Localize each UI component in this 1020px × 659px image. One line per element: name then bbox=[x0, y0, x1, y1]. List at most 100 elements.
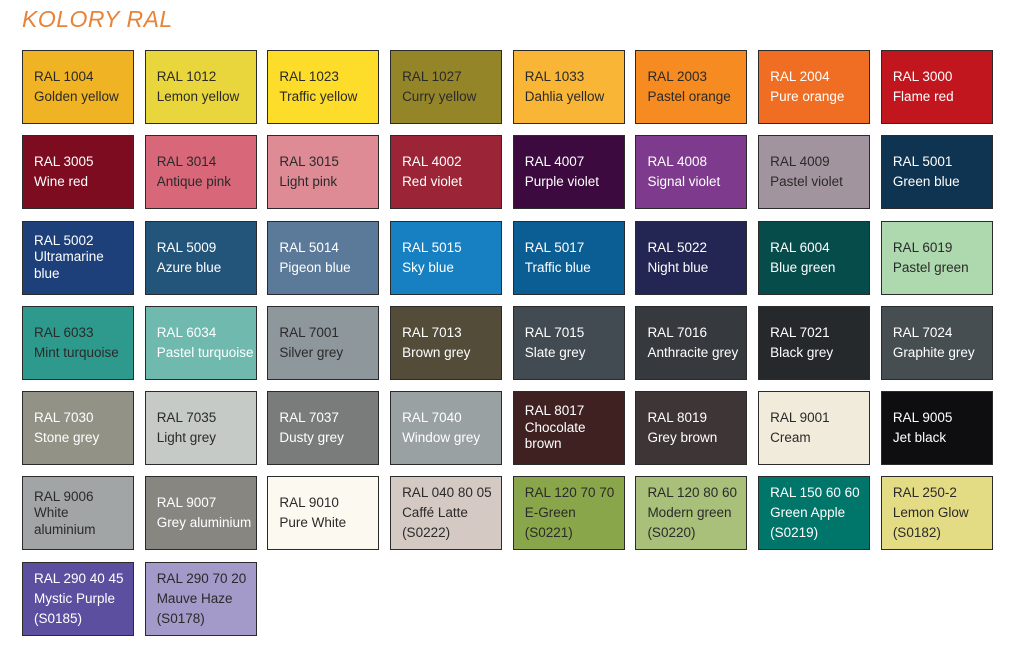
color-swatch: RAL 5015 Sky blue bbox=[390, 220, 503, 295]
swatch-code: RAL 5022 bbox=[647, 239, 707, 255]
color-swatch: RAL 3000 Flame red bbox=[880, 50, 993, 124]
color-swatch: RAL 1033 Dahlia yellow bbox=[512, 50, 625, 124]
swatch-name: Mystic Purple bbox=[34, 590, 116, 606]
swatch-code: RAL 5017 bbox=[524, 239, 585, 255]
swatch-name: Silver grey bbox=[279, 344, 344, 360]
swatch-code: RAL 5015 bbox=[402, 239, 462, 255]
swatch-code: RAL 250-2 bbox=[892, 485, 957, 501]
color-swatch: RAL 290 70 20 Mauve Haze (S0178) bbox=[144, 561, 257, 636]
swatch-ref: (S0182) bbox=[892, 525, 941, 541]
color-swatch: RAL 5009 Azure blue bbox=[144, 220, 257, 295]
swatch-name: Caffé Latte bbox=[402, 505, 468, 521]
swatch-code: RAL 7030 bbox=[34, 410, 94, 426]
swatch-name: Pastel green bbox=[892, 259, 969, 275]
swatch-name: Purple violet bbox=[524, 174, 600, 190]
color-swatch: RAL 6034 Pastel turquoise bbox=[144, 305, 257, 380]
swatch-name: Mint turquoise bbox=[34, 344, 119, 360]
swatch-code: RAL 040 80 05 bbox=[402, 485, 492, 501]
swatch-code: RAL 7001 bbox=[279, 324, 339, 340]
swatch-code: RAL 1033 bbox=[524, 69, 585, 84]
color-swatch: RAL 2004 Pure orange bbox=[758, 50, 871, 124]
swatch-name: Pure orange bbox=[770, 89, 845, 104]
swatch-code: RAL 1027 bbox=[402, 69, 462, 84]
swatch-code: RAL 1023 bbox=[279, 69, 339, 84]
swatch-code: RAL 1004 bbox=[34, 69, 94, 84]
swatch-code: RAL 3005 bbox=[34, 154, 94, 170]
swatch-code: RAL 150 60 60 bbox=[770, 485, 860, 501]
swatch-name: Stone grey bbox=[34, 430, 100, 446]
swatch-name: Pigeon blue bbox=[279, 259, 351, 275]
swatch-name: Window grey bbox=[402, 430, 481, 446]
color-swatch: RAL 4009 Pastel violet bbox=[758, 135, 871, 210]
swatch-name: Green Apple bbox=[770, 505, 846, 521]
swatch-code: RAL 4007 bbox=[524, 154, 585, 170]
color-swatch: RAL 7030 Stone grey bbox=[22, 391, 134, 466]
color-swatch: RAL 5001 Green blue bbox=[880, 135, 993, 210]
swatch-code: RAL 7015 bbox=[524, 324, 585, 340]
swatch-name: Brown grey bbox=[402, 344, 471, 360]
swatch-name: Azure blue bbox=[156, 259, 222, 275]
swatch-name: E-Green bbox=[524, 505, 576, 521]
swatch-code: RAL 2003 bbox=[647, 69, 707, 84]
color-swatch: RAL 150 60 60 Green Apple (S0219) bbox=[758, 476, 871, 551]
swatch-ref: (S0219) bbox=[770, 525, 819, 541]
swatch-code: RAL 8017 bbox=[524, 403, 585, 419]
color-swatch: RAL 7016 Anthracite grey bbox=[635, 305, 748, 380]
color-swatch: RAL 6004 Blue green bbox=[758, 220, 871, 295]
color-swatch: RAL 4007 Purple violet bbox=[512, 135, 625, 210]
color-swatch: RAL 7024 Graphite grey bbox=[880, 305, 993, 380]
color-swatch: RAL 9001 Cream bbox=[758, 391, 871, 466]
swatch-code: RAL 9006 bbox=[34, 488, 94, 504]
color-swatch: RAL 4008 Signal violet bbox=[635, 135, 748, 210]
color-swatch: RAL 6033 Mint turquoise bbox=[22, 305, 134, 380]
swatch-code: RAL 8019 bbox=[647, 410, 707, 426]
swatch-ref: (S0185) bbox=[34, 610, 83, 626]
color-swatch: RAL 5022 Night blue bbox=[635, 220, 748, 295]
swatch-code: RAL 5009 bbox=[156, 239, 217, 255]
swatch-name: Slate grey bbox=[524, 344, 586, 360]
swatch-ref: (S0178) bbox=[156, 610, 205, 626]
swatch-name: Signal violet bbox=[647, 174, 721, 190]
color-swatch: RAL 9005 Jet black bbox=[880, 391, 993, 466]
swatch-name: Golden yellow bbox=[34, 89, 119, 104]
swatch-name: Night blue bbox=[647, 259, 709, 275]
color-swatch: RAL 9006 White aluminium bbox=[22, 476, 134, 551]
swatch-code: RAL 6019 bbox=[892, 239, 953, 255]
swatch-name: Chocolate brown bbox=[524, 419, 586, 452]
swatch-code: RAL 3000 bbox=[892, 69, 953, 84]
swatch-code: RAL 4009 bbox=[770, 154, 830, 170]
swatch-name: Black grey bbox=[770, 344, 834, 360]
color-swatch: RAL 7037 Dusty grey bbox=[267, 391, 380, 466]
swatch-name: Dahlia yellow bbox=[524, 89, 605, 104]
swatch-code: RAL 5001 bbox=[892, 154, 953, 170]
swatch-name: Red violet bbox=[402, 174, 463, 190]
color-swatch: RAL 120 80 60 Modern green (S0220) bbox=[635, 476, 748, 551]
swatch-name: Grey aluminium bbox=[156, 515, 252, 531]
swatch-name: Curry yellow bbox=[402, 89, 477, 104]
swatch-name: Lemon Glow bbox=[892, 505, 969, 521]
color-swatch: RAL 5014 Pigeon blue bbox=[267, 220, 380, 295]
color-swatch: RAL 5002 Ultramarine blue bbox=[22, 220, 134, 295]
swatch-name: Light pink bbox=[279, 174, 338, 190]
swatch-code: RAL 7040 bbox=[402, 410, 462, 426]
color-swatch: RAL 1023 Traffic yellow bbox=[267, 50, 380, 124]
swatch-name: Traffic yellow bbox=[279, 89, 358, 104]
color-swatch-grid: RAL 1004 Golden yellow RAL 1012 Lemon yello… bbox=[22, 50, 993, 636]
swatch-code: RAL 6034 bbox=[156, 324, 217, 340]
color-swatch: RAL 3005 Wine red bbox=[22, 135, 134, 210]
swatch-code: RAL 4008 bbox=[647, 154, 707, 170]
swatch-name: Pastel violet bbox=[770, 174, 843, 190]
swatch-ref: (S0222) bbox=[402, 525, 451, 541]
color-swatch: RAL 120 70 70 E-Green (S0221) bbox=[512, 476, 625, 551]
color-swatch: RAL 9010 Pure White bbox=[267, 476, 380, 551]
color-swatch: RAL 290 40 45 Mystic Purple (S0185) bbox=[22, 561, 134, 636]
swatch-code: RAL 7037 bbox=[279, 410, 339, 426]
swatch-code: RAL 120 80 60 bbox=[647, 485, 738, 501]
swatch-name: Light grey bbox=[156, 430, 216, 446]
swatch-name: Mauve Haze bbox=[156, 590, 233, 606]
color-swatch: RAL 1004 Golden yellow bbox=[22, 50, 134, 124]
swatch-code: RAL 1012 bbox=[156, 69, 217, 84]
swatch-name: Pastel orange bbox=[647, 89, 731, 104]
color-swatch: RAL 7035 Light grey bbox=[144, 391, 257, 466]
swatch-name: Ultramarine blue bbox=[34, 249, 104, 281]
